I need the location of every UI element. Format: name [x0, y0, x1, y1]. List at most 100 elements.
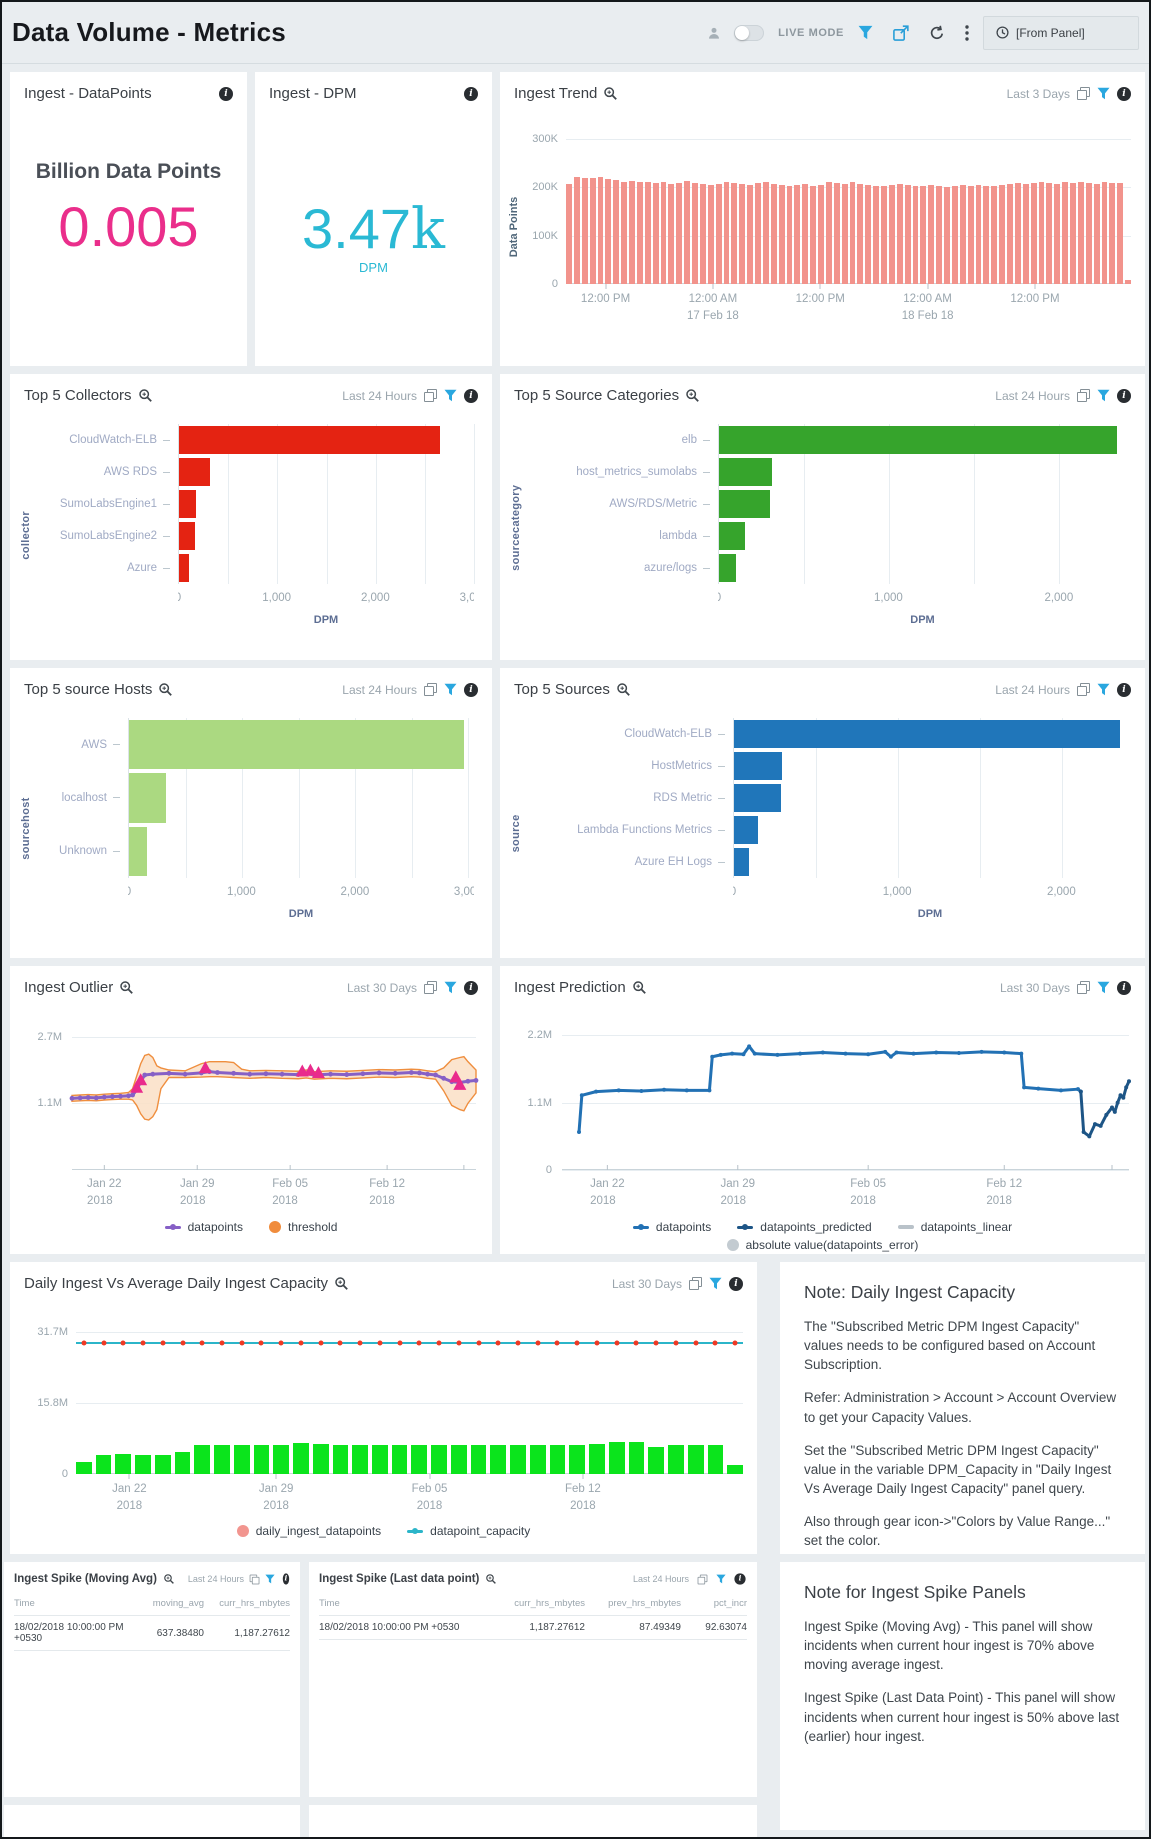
legend-item[interactable]: datapoint_capacity	[407, 1524, 530, 1538]
bar[interactable]	[849, 182, 856, 284]
bar[interactable]	[115, 1454, 132, 1474]
table-row[interactable]: 18/02/2018 10:00:00 PM +0530 1,187.27612…	[319, 1616, 747, 1640]
bar[interactable]	[253, 1445, 270, 1474]
bar[interactable]	[179, 458, 211, 486]
bar[interactable]	[1022, 183, 1029, 284]
filter-icon[interactable]	[1097, 981, 1110, 994]
bar[interactable]	[944, 186, 950, 284]
bar[interactable]	[293, 1442, 309, 1474]
bar[interactable]	[715, 183, 722, 284]
bar[interactable]	[888, 185, 895, 284]
filter-icon[interactable]	[265, 1574, 275, 1584]
bar[interactable]	[129, 773, 167, 823]
bar[interactable]	[129, 720, 464, 770]
bar[interactable]	[573, 177, 580, 284]
bar[interactable]	[450, 1444, 467, 1474]
zoom-in-icon[interactable]	[604, 87, 618, 100]
copy-icon[interactable]	[424, 389, 437, 402]
bar[interactable]	[755, 183, 761, 284]
bar[interactable]	[747, 185, 753, 284]
bar[interactable]	[668, 1444, 684, 1474]
bar[interactable]	[490, 1445, 507, 1474]
bar[interactable]	[707, 184, 714, 284]
bar[interactable]	[1117, 182, 1124, 284]
bar[interactable]	[734, 848, 749, 876]
bar[interactable]	[566, 184, 572, 284]
trend-chart[interactable]: Data Points 0 100K 200K 300K 12:00 PM 12:00 AM…	[500, 116, 1145, 366]
legend-item[interactable]: datapoints_predicted	[737, 1220, 872, 1234]
bar[interactable]	[975, 184, 982, 284]
filter-icon[interactable]	[858, 25, 873, 40]
bar[interactable]	[179, 490, 196, 518]
live-mode-toggle[interactable]	[734, 24, 765, 41]
collectors-chart[interactable]: CloudWatch-ELB AWS RDS SumoLabsEngine1 Sumo…	[10, 418, 492, 660]
bar[interactable]	[589, 177, 596, 284]
bar[interactable]	[510, 1444, 526, 1474]
info-icon[interactable]: i	[1117, 388, 1131, 403]
bar[interactable]	[613, 180, 620, 284]
bar[interactable]	[1062, 182, 1068, 284]
source-categories-chart[interactable]: elb host_metrics_sumolabs AWS/RDS/Metric la…	[500, 418, 1145, 660]
copy-icon[interactable]	[697, 1574, 708, 1584]
bar[interactable]	[179, 554, 190, 582]
bar[interactable]	[983, 185, 990, 284]
prediction-chart[interactable]: 0 1.1M 2.2M Jan 22 2018 Jan 29 2018 Feb 05 2018 F…	[500, 1010, 1145, 1254]
bar[interactable]	[1085, 183, 1092, 284]
legend-item[interactable]: datapoints	[632, 1220, 711, 1234]
sources-chart[interactable]: CloudWatch-ELB HostMetrics RDS Metric Lambd…	[500, 712, 1145, 958]
bar[interactable]	[569, 1445, 586, 1474]
bar[interactable]	[865, 185, 872, 284]
filter-icon[interactable]	[444, 981, 457, 994]
zoom-in-icon[interactable]	[486, 1574, 497, 1584]
bar[interactable]	[719, 426, 1117, 454]
bar[interactable]	[608, 1442, 625, 1474]
bar[interactable]	[936, 186, 942, 284]
bar[interactable]	[873, 185, 879, 284]
legend-item[interactable]: absolute value(datapoints_error)	[726, 1238, 918, 1252]
bar[interactable]	[912, 186, 919, 284]
bar[interactable]	[762, 181, 769, 284]
bar[interactable]	[928, 185, 935, 284]
filter-icon[interactable]	[1097, 389, 1110, 402]
bar[interactable]	[312, 1444, 329, 1474]
bar[interactable]	[179, 426, 440, 454]
bar[interactable]	[734, 816, 758, 844]
bar[interactable]	[676, 182, 683, 284]
zoom-in-icon[interactable]	[164, 1574, 174, 1584]
bar[interactable]	[470, 1445, 487, 1474]
bar[interactable]	[179, 522, 195, 550]
info-icon[interactable]: i	[734, 1573, 746, 1585]
bar[interactable]	[967, 185, 974, 284]
bar[interactable]	[881, 186, 887, 284]
bar[interactable]	[920, 185, 927, 284]
bar[interactable]	[1007, 184, 1013, 284]
bar[interactable]	[549, 1445, 566, 1474]
share-icon[interactable]	[893, 24, 909, 41]
legend-item[interactable]: datapoints	[164, 1220, 243, 1234]
bar[interactable]	[644, 181, 651, 284]
bar[interactable]	[1109, 183, 1116, 284]
bar[interactable]	[621, 181, 627, 284]
filter-icon[interactable]	[444, 683, 457, 696]
bar[interactable]	[431, 1444, 447, 1474]
copy-icon[interactable]	[249, 1574, 260, 1584]
bar[interactable]	[786, 185, 793, 284]
column-header[interactable]: prev_hrs_mbytes	[608, 1598, 681, 1609]
outlier-chart[interactable]: 1.1M 2.7M Jan 22 2018 Jan 29 2018 Feb 05 2018 Fe…	[10, 1010, 492, 1254]
kebab-menu-icon[interactable]	[965, 24, 969, 41]
bar[interactable]	[794, 184, 801, 284]
bar[interactable]	[731, 183, 738, 284]
bar[interactable]	[1030, 182, 1037, 284]
bar[interactable]	[660, 182, 667, 284]
bar[interactable]	[699, 183, 706, 284]
bar[interactable]	[999, 185, 1005, 284]
bar[interactable]	[734, 784, 782, 812]
bar[interactable]	[904, 184, 911, 284]
bar[interactable]	[1054, 183, 1061, 284]
bar[interactable]	[76, 1462, 92, 1474]
bar[interactable]	[391, 1444, 408, 1474]
bar[interactable]	[1101, 182, 1108, 284]
bar[interactable]	[692, 183, 698, 284]
bar[interactable]	[719, 490, 770, 518]
zoom-in-icon[interactable]	[120, 981, 134, 994]
